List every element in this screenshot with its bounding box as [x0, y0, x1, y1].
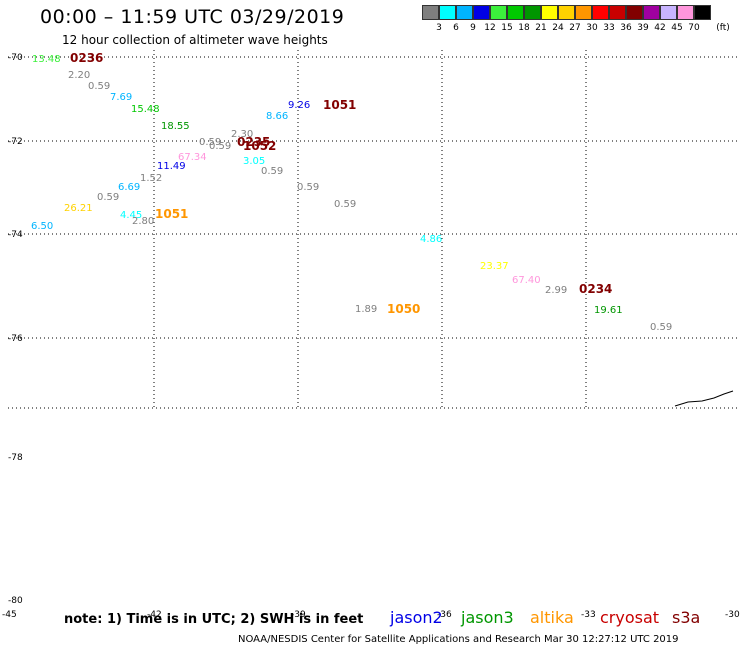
wave-height-label: 6.69 [118, 182, 140, 193]
wave-height-label: 67.34 [178, 152, 207, 163]
wave-height-label: 4.45 [120, 210, 142, 221]
satellite-jason3: jason3 [461, 608, 514, 627]
wave-height-label: 2.99 [545, 285, 567, 296]
lat-label: -70 [8, 53, 23, 63]
wave-height-label: 67.40 [512, 275, 541, 286]
pass-time-label: 0236 [70, 51, 103, 65]
legend-label: 15 [501, 23, 513, 33]
lat-label: -72 [8, 137, 23, 147]
legend-label: 9 [470, 23, 476, 33]
page-title: 00:00 – 11:59 UTC 03/29/2019 [40, 6, 345, 28]
legend-swatch [626, 5, 643, 20]
lon-label: -36 [437, 610, 452, 620]
wave-height-label: 7.69 [110, 92, 132, 103]
lon-label: -42 [147, 610, 162, 620]
wave-height-label: 18.55 [161, 121, 190, 132]
legend-swatch [439, 5, 456, 20]
lat-label: -78 [8, 453, 23, 463]
lon-label: -45 [2, 610, 17, 620]
lat-label: -80 [8, 596, 23, 606]
legend-swatch [473, 5, 490, 20]
wave-height-label: 0.59 [650, 322, 672, 333]
pass-time-label: 0235 [237, 135, 270, 149]
legend-label: 70 [688, 23, 700, 33]
wave-height-label: 15.48 [131, 104, 160, 115]
legend-swatch [456, 5, 473, 20]
legend-swatch [592, 5, 609, 20]
legend-swatch [541, 5, 558, 20]
legend-swatch [507, 5, 524, 20]
wave-height-label: 0.59 [209, 141, 231, 152]
footer-note: note: 1) Time is in UTC; 2) SWH is in fe… [64, 612, 364, 627]
footer-credit: NOAA/NESDIS Center for Satellite Applica… [238, 634, 679, 645]
legend-label: 33 [603, 23, 615, 33]
wave-height-label: 1.89 [355, 304, 377, 315]
wave-height-label: 6.50 [31, 221, 53, 232]
satellite-s3a: s3a [672, 608, 701, 627]
lat-label: -76 [8, 334, 23, 344]
legend-label: 45 [671, 23, 683, 33]
legend-swatch [422, 5, 439, 20]
legend-label: 24 [552, 23, 564, 33]
legend-label: 3 [436, 23, 442, 33]
legend-swatch [609, 5, 626, 20]
wave-height-label: 0.59 [334, 199, 356, 210]
legend-swatch [575, 5, 592, 20]
legend-label: 42 [654, 23, 666, 33]
pass-time-label: 1051 [155, 207, 188, 221]
legend-label: 6 [453, 23, 459, 33]
wave-height-label: 0.59 [297, 182, 319, 193]
pass-time-label: 0234 [579, 282, 612, 296]
wave-height-label: 0.59 [261, 166, 283, 177]
legend-swatch [660, 5, 677, 20]
satellite-cryosat: cryosat [600, 608, 660, 627]
wave-height-label: 23.37 [480, 261, 509, 272]
legend-label: 18 [518, 23, 530, 33]
wave-height-label: 0.59 [97, 192, 119, 203]
wave-height-label: 26.21 [64, 203, 93, 214]
legend-swatch [490, 5, 507, 20]
legend-swatch [558, 5, 575, 20]
lon-label: -30 [725, 610, 740, 620]
pass-time-label: 1052 [243, 139, 276, 153]
legend-swatch [524, 5, 541, 20]
wave-height-label: 13.48 [32, 54, 61, 65]
legend-label: 39 [637, 23, 649, 33]
wave-height-label: 0.59 [88, 81, 110, 92]
coastline [674, 390, 734, 407]
wave-height-label: 9.26 [288, 100, 310, 111]
wave-height-label: 3.05 [243, 156, 265, 167]
legend-label: 12 [484, 23, 496, 33]
legend-label: 27 [569, 23, 581, 33]
lat-label: -74 [8, 230, 23, 240]
wave-height-label: 4.86 [420, 234, 442, 245]
wave-height-label: 2.20 [68, 70, 90, 81]
wave-height-label: 19.61 [594, 305, 623, 316]
legend-label: 30 [586, 23, 598, 33]
lon-label: -39 [291, 610, 306, 620]
legend-swatch [643, 5, 660, 20]
wave-height-label: 11.49 [157, 161, 186, 172]
legend-swatch [677, 5, 694, 20]
legend-unit: (ft) [716, 23, 730, 33]
satellite-altika: altika [530, 608, 574, 627]
pass-time-label: 1051 [323, 98, 356, 112]
page-subtitle: 12 hour collection of altimeter wave hei… [62, 33, 328, 47]
wave-height-label: 2.80 [132, 216, 154, 227]
wave-height-label: 2.30 [231, 129, 253, 140]
pass-time-label: 1050 [387, 302, 420, 316]
lon-label: -33 [581, 610, 596, 620]
wave-height-label: 0.59 [199, 137, 221, 148]
satellite-jason2: jason2 [390, 608, 443, 627]
legend-label: 36 [620, 23, 632, 33]
wave-height-label: 8.66 [266, 111, 288, 122]
wave-height-label: 1.52 [140, 173, 162, 184]
legend-swatch [694, 5, 711, 20]
legend-label: 21 [535, 23, 547, 33]
